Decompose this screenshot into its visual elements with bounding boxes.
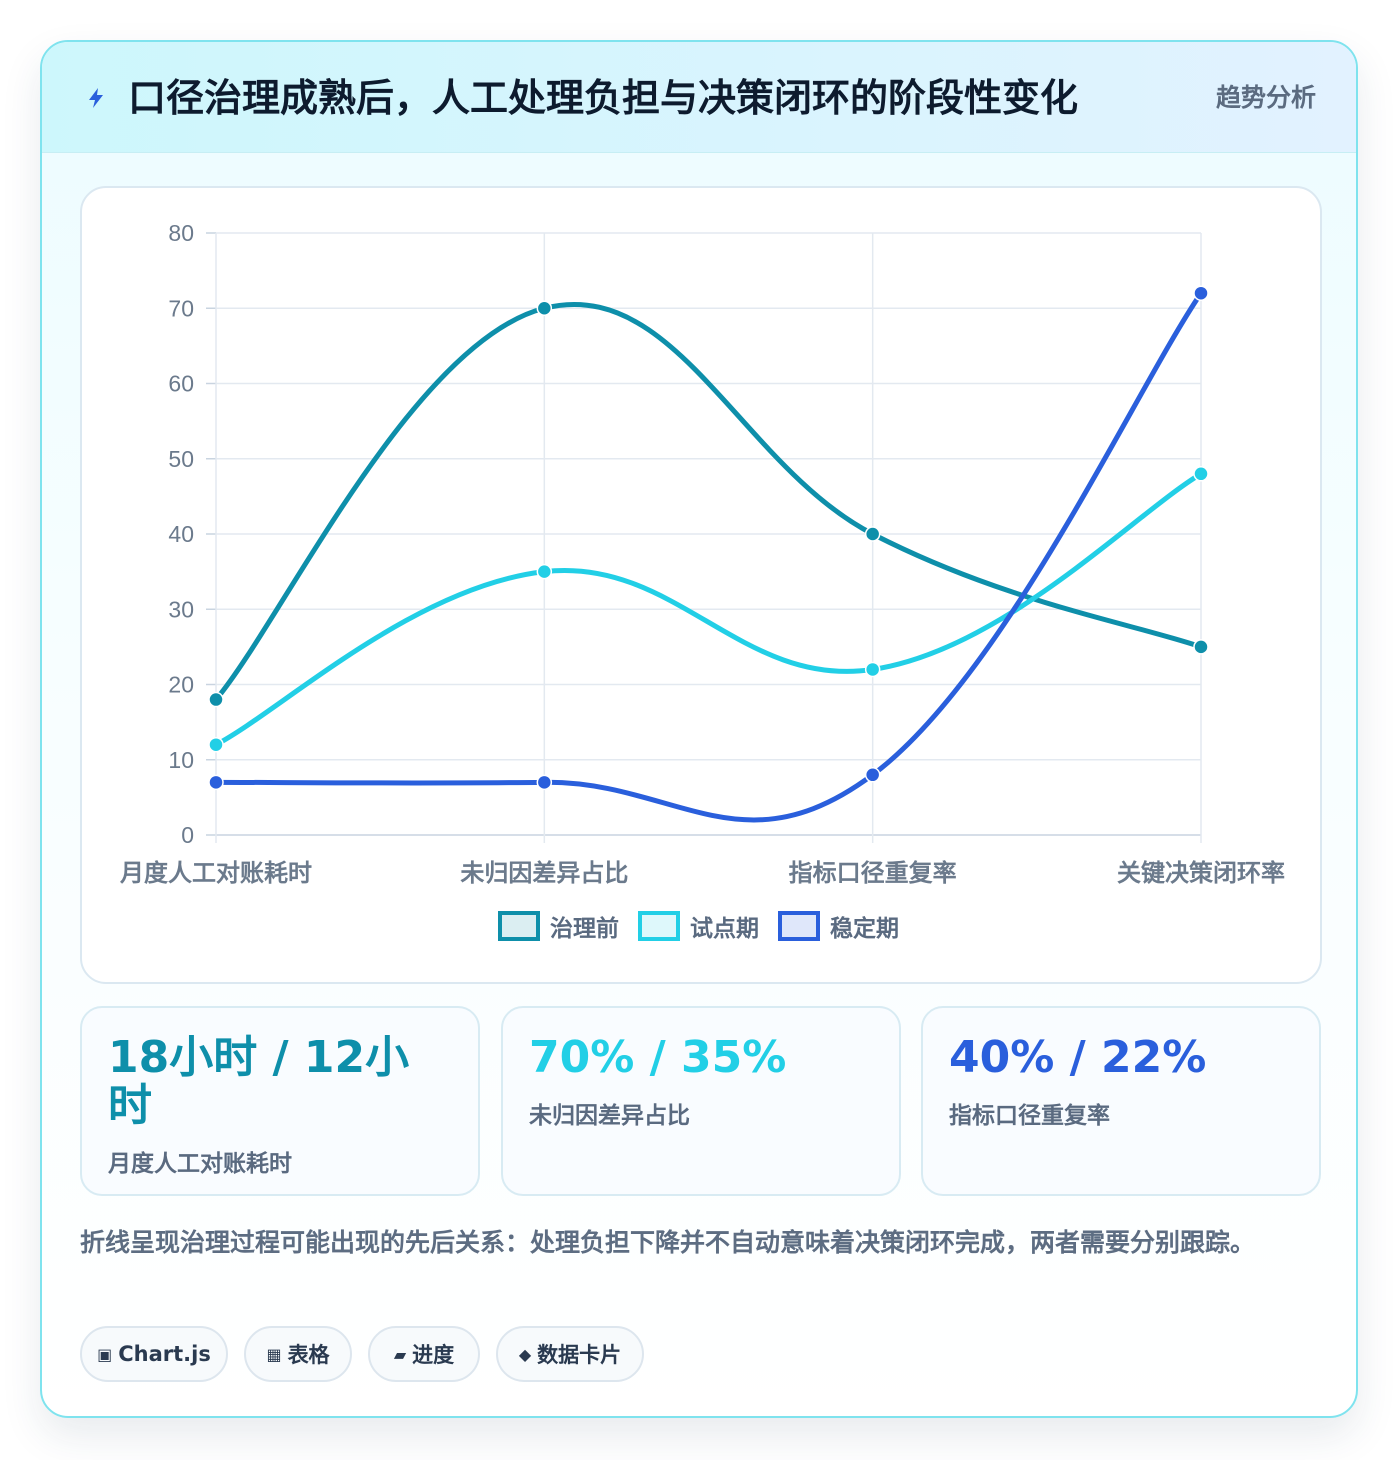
- y-tick-label: 50: [168, 446, 194, 472]
- y-tick-label: 70: [168, 295, 194, 321]
- stat-value: 70% / 35%: [529, 1032, 787, 1083]
- tag-chartjs[interactable]: ▣ Chart.js: [80, 1326, 228, 1382]
- data-point: [536, 300, 553, 316]
- stat-card-unattributed-ratio: 70% / 35% 未归因差异占比: [501, 1006, 901, 1196]
- data-point: [1193, 466, 1209, 482]
- series-line-2: [213, 471, 1204, 748]
- series-line-3: [213, 290, 1204, 823]
- data-point: [864, 661, 881, 678]
- data-point: [536, 774, 553, 791]
- stat-value: 40% / 22%: [949, 1032, 1207, 1083]
- tag-data-card[interactable]: ◆ 数据卡片: [496, 1326, 644, 1382]
- x-tick-label: 月度人工对账耗时: [119, 859, 312, 887]
- page-title: 口径治理成熟后，人工处理负担与决策闭环的阶段性变化: [128, 76, 1079, 120]
- chart-card: 口径治理成熟后，人工处理负担与决策闭环的阶段性变化 趋势分析 0 10 20 30 40…: [40, 40, 1358, 1418]
- legend-swatch: [638, 911, 680, 941]
- table-icon: ▦: [266, 1344, 282, 1364]
- card-header: 口径治理成熟后，人工处理负担与决策闭环的阶段性变化 趋势分析: [42, 42, 1356, 153]
- lightning-icon: [89, 88, 103, 108]
- tag-label: 进度: [412, 1343, 455, 1367]
- legend-label: 试点期: [690, 916, 759, 942]
- legend-swatch: [498, 911, 540, 941]
- y-tick-label: 30: [168, 596, 194, 622]
- stat-label: 未归因差异占比: [529, 1103, 690, 1129]
- data-point: [208, 736, 224, 753]
- tag-label: 数据卡片: [537, 1343, 622, 1367]
- legend-label: 稳定期: [830, 915, 899, 942]
- data-point: [208, 774, 224, 791]
- line-chart-panel: 0 10 20 30 40 50 60 70 80 月度人工对账耗时 未归因差异占比 指标口径重复率 关…: [80, 186, 1322, 984]
- stat-card-reconciliation-hours: 18小时 / 12小时 月度人工对账耗时: [80, 1006, 480, 1196]
- data-point: [536, 563, 553, 580]
- tag-label: Chart.js: [118, 1342, 211, 1366]
- series-line-1: [213, 301, 1204, 703]
- chart-note: 折线呈现治理过程可能出现的先后关系：处理负担下降并不自动意味着决策闭环完成，两者…: [80, 1228, 1256, 1257]
- data-point: [208, 691, 224, 708]
- tag-label: 表格: [287, 1343, 330, 1367]
- y-tick-label: 0: [181, 822, 194, 848]
- data-point: [864, 767, 881, 783]
- tag-progress[interactable]: ▰ 进度: [368, 1326, 480, 1382]
- x-tick-label: 未归因差异占比: [460, 859, 628, 887]
- x-tick-label: 关键决策闭环率: [1117, 859, 1285, 887]
- stat-label: 月度人工对账耗时: [108, 1151, 292, 1177]
- stat-value: 18小时 / 12小时: [108, 1032, 410, 1131]
- y-tick-label: 80: [168, 220, 194, 246]
- trend-analysis-badge: 趋势分析: [1215, 83, 1316, 112]
- data-point: [1193, 285, 1209, 301]
- legend-swatch: [778, 911, 820, 941]
- stat-card-duplication-rate: 40% / 22% 指标口径重复率: [921, 1006, 1321, 1196]
- x-tick-label: 指标口径重复率: [789, 859, 957, 887]
- tag-table[interactable]: ▦ 表格: [244, 1326, 352, 1382]
- line-chart: 0 10 20 30 40 50 60 70 80 月度人工对账耗时 未归因差异占比 指标口径重复率 关…: [119, 220, 1285, 942]
- y-tick-label: 10: [168, 747, 194, 773]
- y-tick-label: 20: [168, 672, 194, 698]
- legend-label: 治理前: [550, 915, 619, 942]
- data-point: [864, 526, 881, 542]
- data-point: [1193, 639, 1209, 655]
- progress-icon: ▰: [393, 1344, 407, 1364]
- y-tick-label: 60: [168, 371, 194, 397]
- chart-icon: ▣: [97, 1344, 113, 1364]
- diamond-icon: ◆: [518, 1344, 532, 1364]
- stat-label: 指标口径重复率: [949, 1103, 1110, 1129]
- y-tick-label: 40: [168, 521, 194, 547]
